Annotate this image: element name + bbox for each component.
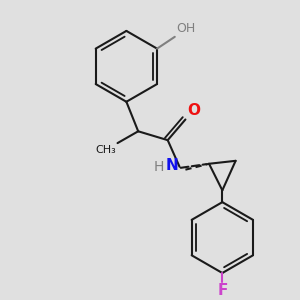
Text: F: F: [217, 283, 227, 298]
Text: H: H: [154, 160, 164, 174]
Text: OH: OH: [176, 22, 196, 35]
Text: N: N: [166, 158, 178, 173]
Text: O: O: [187, 103, 200, 118]
Text: CH₃: CH₃: [95, 145, 116, 154]
